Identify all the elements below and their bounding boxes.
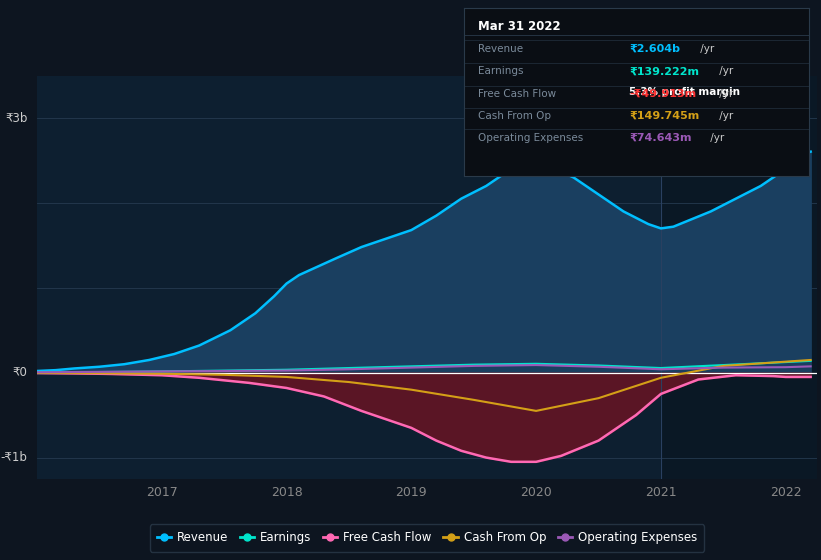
Text: ₹0: ₹0 bbox=[12, 366, 28, 379]
Text: /yr: /yr bbox=[707, 133, 724, 143]
Text: Revenue: Revenue bbox=[478, 44, 523, 54]
Text: -₹1b: -₹1b bbox=[1, 451, 28, 464]
Bar bbox=[661, 76, 817, 479]
Text: Earnings: Earnings bbox=[478, 66, 523, 76]
Text: /yr: /yr bbox=[716, 66, 733, 76]
Text: ₹149.745m: ₹149.745m bbox=[630, 111, 699, 121]
Text: ₹74.643m: ₹74.643m bbox=[630, 133, 692, 143]
Legend: Revenue, Earnings, Free Cash Flow, Cash From Op, Operating Expenses: Revenue, Earnings, Free Cash Flow, Cash … bbox=[149, 524, 704, 552]
Text: Cash From Op: Cash From Op bbox=[478, 111, 551, 121]
Text: ₹139.222m: ₹139.222m bbox=[630, 66, 699, 76]
Text: /yr: /yr bbox=[697, 44, 714, 54]
Text: Mar 31 2022: Mar 31 2022 bbox=[478, 20, 560, 33]
Text: Free Cash Flow: Free Cash Flow bbox=[478, 89, 556, 99]
Text: -₹49.913m: -₹49.913m bbox=[630, 89, 696, 99]
Text: 5.3% profit margin: 5.3% profit margin bbox=[630, 87, 741, 97]
Text: /yr: /yr bbox=[716, 89, 733, 99]
Text: /yr: /yr bbox=[716, 111, 733, 121]
Text: Operating Expenses: Operating Expenses bbox=[478, 133, 583, 143]
Text: ₹2.604b: ₹2.604b bbox=[630, 44, 681, 54]
Text: ₹3b: ₹3b bbox=[5, 111, 28, 124]
